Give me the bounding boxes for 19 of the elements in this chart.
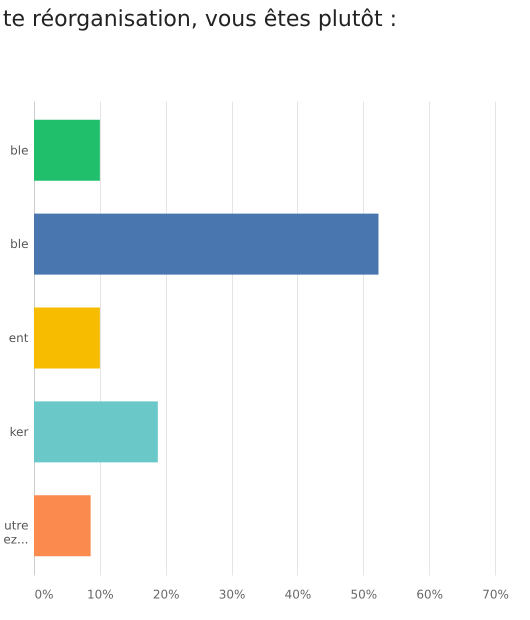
chart-title: te réorganisation, vous êtes plutôt :	[2, 7, 397, 32]
bar	[34, 120, 100, 181]
x-tick-label: 60%	[416, 588, 444, 602]
bar	[34, 401, 158, 462]
y-tick-label: ble	[10, 237, 28, 252]
x-tick-label: 10%	[87, 588, 114, 602]
y-tick-label: ble	[10, 143, 28, 158]
bar	[34, 307, 100, 369]
x-tick-label: 20%	[152, 588, 180, 602]
bar	[34, 214, 378, 275]
x-tick-label: 30%	[218, 588, 246, 602]
x-tick-label: 40%	[284, 588, 312, 602]
x-tick-label: 70%	[482, 588, 509, 602]
y-tick-label: ent	[8, 331, 29, 345]
bar	[34, 495, 91, 556]
y-tick-label: utre ez...	[3, 518, 28, 547]
x-tick-label: 50%	[350, 588, 378, 602]
x-tick-label: 0%	[34, 588, 54, 602]
y-tick-label: ker	[10, 424, 29, 439]
